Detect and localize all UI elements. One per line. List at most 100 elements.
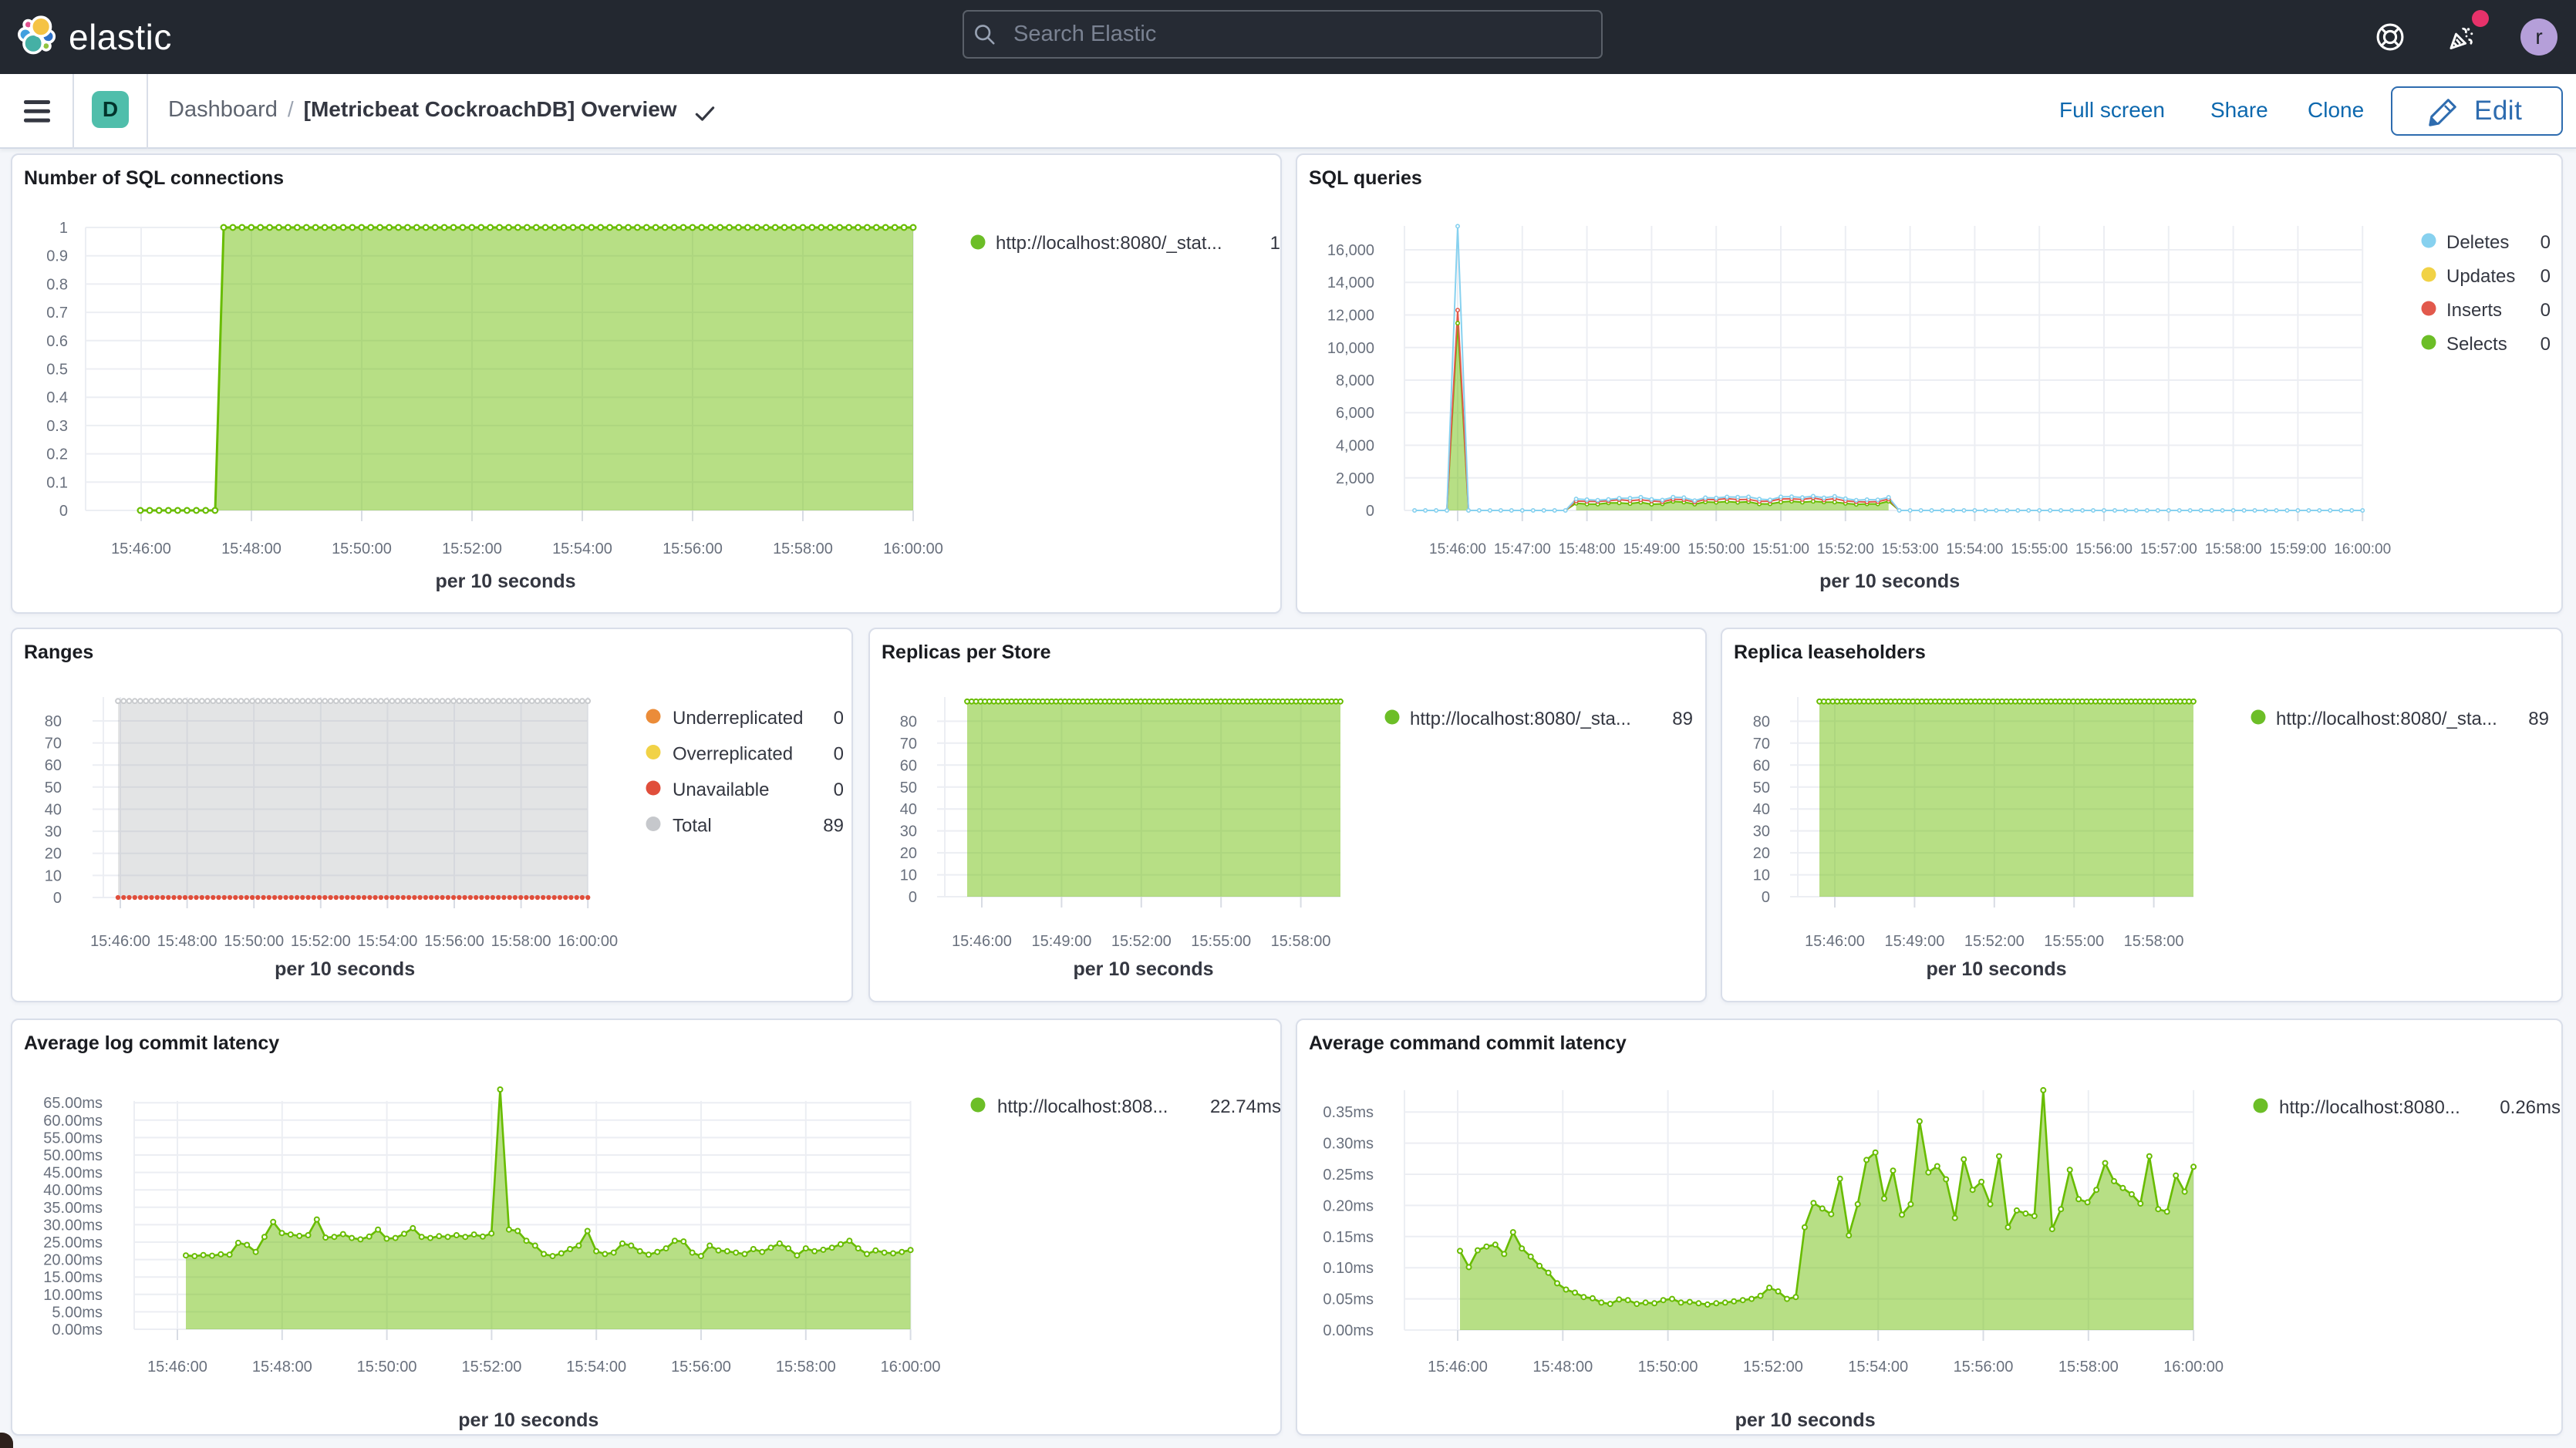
- svg-text:15:58:00: 15:58:00: [2058, 1359, 2119, 1376]
- svg-text:20: 20: [1753, 845, 1770, 862]
- svg-text:Selects: Selects: [2446, 334, 2507, 355]
- svg-text:15:58:00: 15:58:00: [1271, 933, 1331, 950]
- svg-text:15:52:00: 15:52:00: [1964, 933, 2025, 950]
- svg-text:SQL queries: SQL queries: [1309, 167, 1422, 189]
- svg-text:15:52:00: 15:52:00: [1743, 1359, 1803, 1376]
- svg-text:50: 50: [45, 780, 62, 796]
- svg-text:70: 70: [900, 736, 917, 753]
- svg-text:15:48:00: 15:48:00: [1559, 541, 1616, 557]
- svg-text:0: 0: [2541, 232, 2551, 253]
- svg-text:15:54:00: 15:54:00: [357, 933, 417, 950]
- svg-text:Inserts: Inserts: [2446, 300, 2502, 321]
- svg-text:Overreplicated: Overreplicated: [673, 744, 793, 765]
- svg-text:Average command commit latency: Average command commit latency: [1309, 1032, 1627, 1054]
- svg-text:15:50:00: 15:50:00: [357, 1359, 417, 1376]
- svg-text:60: 60: [1753, 757, 1770, 774]
- svg-text:15:59:00: 15:59:00: [2269, 541, 2326, 557]
- svg-text:40.00ms: 40.00ms: [43, 1182, 103, 1199]
- svg-text:0: 0: [909, 889, 917, 906]
- svg-text:0.4: 0.4: [46, 389, 68, 406]
- svg-text:16:00:00: 16:00:00: [883, 540, 943, 557]
- svg-text:15.00ms: 15.00ms: [43, 1269, 103, 1286]
- svg-text:15:48:00: 15:48:00: [157, 933, 217, 950]
- svg-text:0.05ms: 0.05ms: [1323, 1291, 1374, 1308]
- svg-text:15:46:00: 15:46:00: [147, 1359, 207, 1376]
- svg-text:2,000: 2,000: [1336, 470, 1374, 487]
- svg-text:60: 60: [900, 757, 917, 774]
- svg-text:15:58:00: 15:58:00: [776, 1359, 836, 1376]
- svg-text:Updates: Updates: [2446, 266, 2515, 287]
- svg-text:http://localhost:808...: http://localhost:808...: [997, 1096, 1168, 1117]
- svg-text:22.74ms: 22.74ms: [1210, 1096, 1281, 1117]
- svg-text:45.00ms: 45.00ms: [43, 1165, 103, 1182]
- svg-text:1: 1: [1270, 233, 1280, 254]
- svg-text:80: 80: [45, 713, 62, 730]
- svg-text:70: 70: [1753, 736, 1770, 753]
- svg-text:8,000: 8,000: [1336, 372, 1374, 389]
- svg-text:0.7: 0.7: [46, 305, 68, 322]
- svg-text:4,000: 4,000: [1336, 438, 1374, 455]
- svg-text:20: 20: [45, 846, 62, 863]
- svg-text:15:51:00: 15:51:00: [1752, 541, 1809, 557]
- svg-text:80: 80: [900, 713, 917, 730]
- svg-text:15:57:00: 15:57:00: [2140, 541, 2197, 557]
- svg-text:16:00:00: 16:00:00: [2334, 541, 2391, 557]
- svg-text:15:49:00: 15:49:00: [1031, 933, 1091, 950]
- svg-text:per 10 seconds: per 10 seconds: [275, 958, 415, 980]
- svg-text:16:00:00: 16:00:00: [881, 1359, 941, 1376]
- svg-text:0.3: 0.3: [46, 418, 68, 435]
- svg-text:Ranges: Ranges: [24, 641, 93, 663]
- svg-text:15:50:00: 15:50:00: [1688, 541, 1745, 557]
- svg-text:16:00:00: 16:00:00: [2163, 1359, 2224, 1376]
- svg-text:0: 0: [834, 780, 844, 800]
- svg-text:http://localhost:8080/_sta...: http://localhost:8080/_sta...: [1410, 709, 1631, 729]
- svg-text:15:52:00: 15:52:00: [442, 540, 502, 557]
- svg-text:89: 89: [2528, 709, 2549, 729]
- svg-text:15:50:00: 15:50:00: [224, 933, 284, 950]
- svg-text:30: 30: [900, 823, 917, 840]
- svg-text:Number of SQL connections: Number of SQL connections: [24, 167, 284, 189]
- svg-text:0.26ms: 0.26ms: [2500, 1097, 2561, 1118]
- svg-text:Replicas per Store: Replicas per Store: [882, 641, 1051, 663]
- svg-text:0: 0: [2541, 300, 2551, 321]
- svg-text:15:47:00: 15:47:00: [1494, 541, 1551, 557]
- svg-text:30: 30: [45, 823, 62, 840]
- svg-text:http://localhost:8080/_sta...: http://localhost:8080/_sta...: [2276, 709, 2497, 729]
- svg-text:30.00ms: 30.00ms: [43, 1217, 103, 1234]
- svg-text:70: 70: [45, 736, 62, 753]
- svg-text:per 10 seconds: per 10 seconds: [1926, 958, 2066, 980]
- svg-text:0: 0: [2541, 334, 2551, 355]
- svg-text:0.1: 0.1: [46, 474, 68, 491]
- svg-text:50: 50: [1753, 780, 1770, 796]
- svg-text:15:52:00: 15:52:00: [1111, 933, 1172, 950]
- svg-text:15:58:00: 15:58:00: [773, 540, 833, 557]
- svg-text:Average log commit latency: Average log commit latency: [24, 1032, 279, 1054]
- svg-text:0.00ms: 0.00ms: [1323, 1322, 1374, 1339]
- svg-text:10: 10: [900, 867, 917, 884]
- svg-text:16:00:00: 16:00:00: [558, 933, 618, 950]
- svg-text:15:54:00: 15:54:00: [552, 540, 612, 557]
- svg-text:40: 40: [1753, 801, 1770, 818]
- svg-text:15:58:00: 15:58:00: [491, 933, 551, 950]
- svg-text:40: 40: [900, 801, 917, 818]
- svg-text:15:56:00: 15:56:00: [424, 933, 484, 950]
- svg-text:0.15ms: 0.15ms: [1323, 1229, 1374, 1246]
- svg-text:15:46:00: 15:46:00: [1429, 541, 1486, 557]
- svg-text:0.00ms: 0.00ms: [52, 1322, 103, 1339]
- svg-text:50: 50: [900, 780, 917, 796]
- svg-text:15:55:00: 15:55:00: [2044, 933, 2104, 950]
- svg-text:15:56:00: 15:56:00: [663, 540, 723, 557]
- svg-text:0: 0: [1366, 503, 1374, 520]
- svg-text:15:48:00: 15:48:00: [221, 540, 282, 557]
- svg-text:0: 0: [53, 890, 62, 907]
- svg-text:10,000: 10,000: [1327, 340, 1374, 357]
- svg-text:0: 0: [1762, 889, 1770, 906]
- svg-text:89: 89: [1672, 709, 1693, 729]
- svg-text:0: 0: [2541, 266, 2551, 287]
- svg-text:60: 60: [45, 757, 62, 774]
- svg-text:per 10 seconds: per 10 seconds: [458, 1409, 598, 1431]
- svg-text:55.00ms: 55.00ms: [43, 1130, 103, 1147]
- svg-text:0: 0: [834, 708, 844, 729]
- svg-text:Replica leaseholders: Replica leaseholders: [1734, 641, 1926, 663]
- svg-text:15:46:00: 15:46:00: [952, 933, 1012, 950]
